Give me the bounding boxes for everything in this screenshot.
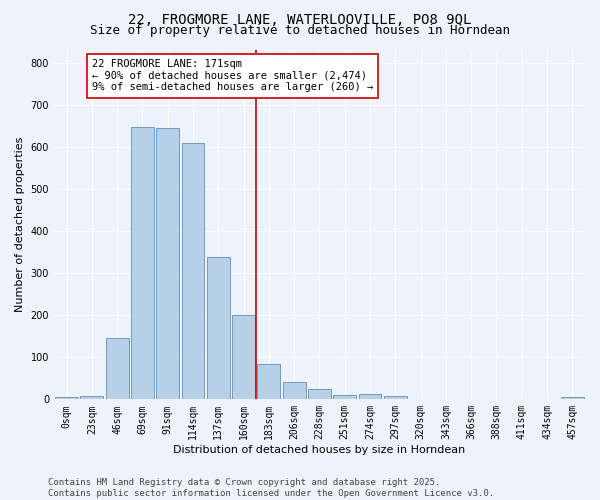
Bar <box>561 397 584 400</box>
Bar <box>157 128 179 400</box>
Text: Size of property relative to detached houses in Horndean: Size of property relative to detached ho… <box>90 24 510 37</box>
Text: 22, FROGMORE LANE, WATERLOOVILLE, PO8 9QL: 22, FROGMORE LANE, WATERLOOVILLE, PO8 9Q… <box>128 12 472 26</box>
Bar <box>182 142 205 400</box>
X-axis label: Distribution of detached houses by size in Horndean: Distribution of detached houses by size … <box>173 445 466 455</box>
Bar <box>359 394 382 400</box>
Bar <box>232 315 255 400</box>
Bar <box>55 397 78 400</box>
Text: Contains HM Land Registry data © Crown copyright and database right 2025.
Contai: Contains HM Land Registry data © Crown c… <box>48 478 494 498</box>
Bar <box>384 396 407 400</box>
Y-axis label: Number of detached properties: Number of detached properties <box>15 137 25 312</box>
Bar <box>106 338 128 400</box>
Bar <box>283 382 305 400</box>
Bar <box>334 395 356 400</box>
Bar <box>131 126 154 400</box>
Bar <box>308 389 331 400</box>
Bar <box>257 364 280 400</box>
Text: 22 FROGMORE LANE: 171sqm
← 90% of detached houses are smaller (2,474)
9% of semi: 22 FROGMORE LANE: 171sqm ← 90% of detach… <box>92 60 373 92</box>
Bar <box>207 258 230 400</box>
Bar <box>80 396 103 400</box>
